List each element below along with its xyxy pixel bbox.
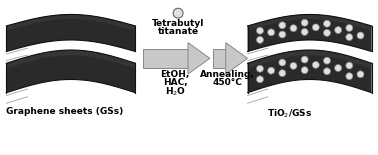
Text: Annealing,: Annealing, — [200, 70, 255, 79]
Polygon shape — [6, 50, 135, 69]
Text: EtOH,: EtOH, — [161, 70, 190, 79]
Text: Graphene sheets (GSs): Graphene sheets (GSs) — [6, 107, 124, 116]
Bar — [213, 49, 226, 68]
Text: TiO$_2$/GSs: TiO$_2$/GSs — [267, 107, 313, 120]
Circle shape — [324, 57, 330, 64]
Circle shape — [335, 65, 342, 71]
Text: HAC,: HAC, — [163, 78, 187, 87]
Circle shape — [324, 20, 330, 27]
Polygon shape — [248, 50, 372, 93]
Polygon shape — [6, 14, 135, 31]
Bar — [143, 49, 188, 68]
Polygon shape — [226, 43, 248, 74]
Circle shape — [257, 76, 263, 83]
Circle shape — [268, 67, 274, 74]
Polygon shape — [6, 14, 135, 51]
Polygon shape — [6, 50, 135, 93]
Polygon shape — [188, 43, 210, 74]
Polygon shape — [248, 14, 372, 31]
Text: 450°C: 450°C — [213, 78, 243, 87]
Circle shape — [357, 71, 364, 78]
Circle shape — [301, 29, 308, 35]
Circle shape — [346, 24, 353, 31]
Circle shape — [346, 73, 353, 80]
Circle shape — [257, 65, 263, 72]
Circle shape — [279, 59, 286, 66]
Circle shape — [346, 34, 353, 41]
Circle shape — [357, 32, 364, 39]
Circle shape — [257, 27, 263, 34]
Text: titanate: titanate — [158, 27, 199, 36]
Circle shape — [301, 67, 308, 74]
Circle shape — [279, 22, 286, 29]
Circle shape — [279, 31, 286, 38]
Polygon shape — [248, 50, 372, 69]
Text: Tetrabutyl: Tetrabutyl — [152, 19, 204, 28]
Circle shape — [290, 25, 297, 32]
Circle shape — [257, 36, 263, 43]
Circle shape — [312, 24, 319, 31]
Circle shape — [279, 70, 286, 77]
Polygon shape — [248, 14, 372, 51]
Circle shape — [173, 8, 183, 18]
Circle shape — [301, 56, 308, 63]
Circle shape — [290, 62, 297, 69]
Circle shape — [335, 27, 342, 33]
Circle shape — [324, 68, 330, 75]
Circle shape — [268, 29, 274, 36]
Circle shape — [301, 19, 308, 26]
Circle shape — [346, 62, 353, 69]
Circle shape — [312, 61, 319, 68]
Text: H$_2$O: H$_2$O — [164, 86, 186, 98]
Circle shape — [324, 29, 330, 36]
